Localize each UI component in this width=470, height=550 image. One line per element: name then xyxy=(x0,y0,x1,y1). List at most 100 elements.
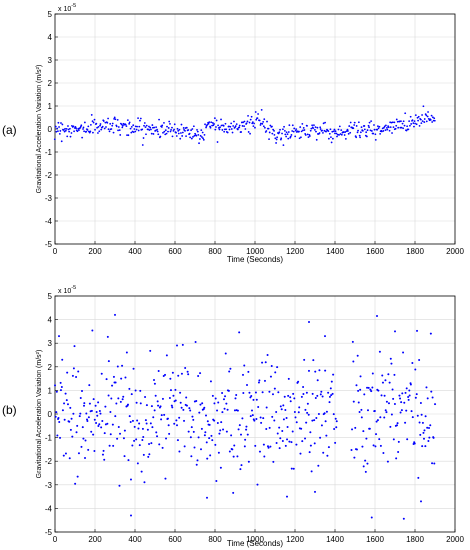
panel-a-data-point xyxy=(405,129,408,132)
panel-b-data-point xyxy=(83,404,86,407)
panel-a-data-point xyxy=(373,128,376,131)
panel-a-data-point xyxy=(163,121,165,124)
panel-b-data-point xyxy=(246,383,249,386)
panel-b-data-point xyxy=(411,362,414,365)
panel-b-data-point xyxy=(310,470,313,473)
panel-a-data-point xyxy=(252,125,255,128)
panel-b-data-point xyxy=(283,395,286,398)
panel-b-data-point xyxy=(405,409,408,412)
panel-a-data-point xyxy=(402,127,405,130)
panel-b-data-point xyxy=(69,406,72,409)
panel-b-data-point xyxy=(284,444,287,447)
panel-a-data-point xyxy=(111,124,114,127)
panel-b-data-point xyxy=(385,400,388,403)
panel-a-data-point xyxy=(190,137,193,140)
panel-a-data-point xyxy=(213,117,216,120)
panel-b-data-point xyxy=(114,415,117,418)
panel-a-data-point xyxy=(99,124,101,127)
panel-b-data-point xyxy=(148,453,151,456)
panel-b-data-point xyxy=(373,409,376,412)
panel-b-data-point xyxy=(179,391,182,394)
panel-a-data-point xyxy=(180,132,182,134)
panel-a-data-point xyxy=(82,126,85,129)
panel-a-data-point xyxy=(409,115,412,118)
panel-b-data-point xyxy=(214,397,217,400)
panel-a-data-point xyxy=(236,128,239,131)
panel-b-data-point xyxy=(396,422,399,425)
panel-b-data-point xyxy=(170,404,173,407)
panel-b-data-point xyxy=(319,393,322,396)
panel-a-data-point xyxy=(107,128,110,131)
panel-a-data-point xyxy=(54,125,57,128)
panel-a-data-point xyxy=(315,138,318,141)
panel-b-data-point xyxy=(279,437,282,440)
panel-a-data-point xyxy=(316,126,319,129)
panel-b-data-point xyxy=(71,374,74,377)
panel-b-data-point xyxy=(308,451,311,454)
panel-b-data-point xyxy=(265,427,268,430)
panel-a-data-point xyxy=(145,124,148,127)
panel-a-data-point xyxy=(373,124,375,126)
panel-b-data-point xyxy=(133,439,136,442)
panel-b-data-point xyxy=(276,432,279,435)
panel-b-data-point xyxy=(295,443,298,446)
panel-b-data-point xyxy=(119,432,122,435)
panel-b-data-point xyxy=(309,431,312,434)
panel-a-data-point xyxy=(415,123,418,126)
panel-b-data-point xyxy=(153,379,156,382)
panel-b-data-point xyxy=(149,422,152,425)
panel-b-data-point xyxy=(59,436,62,439)
panel-a-data-point xyxy=(73,130,75,133)
panel-b-data-point xyxy=(351,428,354,431)
panel-a-data-point xyxy=(368,126,370,129)
panel-b-data-point xyxy=(393,403,396,406)
panel-a-data-point xyxy=(263,118,266,121)
panel-a-y-tick-label: -3 xyxy=(45,194,53,203)
panel-a-data-point xyxy=(336,135,338,138)
panel-a-data-point xyxy=(180,123,183,126)
panel-a-data-point xyxy=(206,123,209,126)
panel-a-data-point xyxy=(313,124,315,127)
panel-a-data-point xyxy=(347,130,349,132)
panel-a-data-point xyxy=(287,137,290,140)
panel-a-data-point xyxy=(416,116,419,119)
panel-b-data-point xyxy=(99,412,102,415)
panel-b-data-point xyxy=(130,393,133,396)
panel-b-data-point xyxy=(366,386,369,389)
panel-a-data-point xyxy=(61,123,64,126)
panel-b-data-point xyxy=(327,446,330,449)
panel-b-data-point xyxy=(333,427,336,430)
panel-b-data-point xyxy=(271,393,274,396)
panel-a-data-point xyxy=(115,125,118,128)
panel-b-data-point xyxy=(397,450,400,453)
panel-b-data-point xyxy=(315,417,318,420)
panel-a-data-point xyxy=(208,121,211,124)
panel-a-data-point xyxy=(324,121,326,124)
panel-b-data-point xyxy=(179,401,182,404)
panel-b-data-point xyxy=(106,422,109,425)
panel-b-data-point xyxy=(254,444,257,447)
panel-b-data-point xyxy=(395,457,398,460)
panel-a-data-point xyxy=(176,127,179,130)
panel-a-data-point xyxy=(77,129,80,132)
panel-a-data-point xyxy=(285,135,288,138)
panel-b-data-point xyxy=(160,418,163,421)
panel-b-data-point xyxy=(211,394,214,397)
panel-b-data-point xyxy=(114,313,116,316)
panel-b-data-point xyxy=(284,409,287,411)
panel-b-data-point xyxy=(371,372,374,375)
panel-a-data-point xyxy=(104,121,107,124)
panel-b-data-point xyxy=(165,354,168,357)
panel-a-data-point xyxy=(97,132,99,134)
panel-a-data-point xyxy=(91,120,94,123)
panel-b-data-point xyxy=(64,452,67,455)
panel-a-data-point xyxy=(114,118,117,121)
panel-b-data-point xyxy=(294,416,297,419)
panel-b-data-point xyxy=(54,384,57,387)
panel-a-data-point xyxy=(319,128,322,130)
panel-a-data-point xyxy=(217,124,219,127)
panel-b-ticks: 0 200 400 600 800 1000 1200 1400 1600 1800 2000 -5 -… xyxy=(45,292,465,544)
panel-a-data-point xyxy=(121,126,124,129)
panel-b-data-point xyxy=(387,402,390,405)
panel-a-data-point xyxy=(366,129,369,132)
